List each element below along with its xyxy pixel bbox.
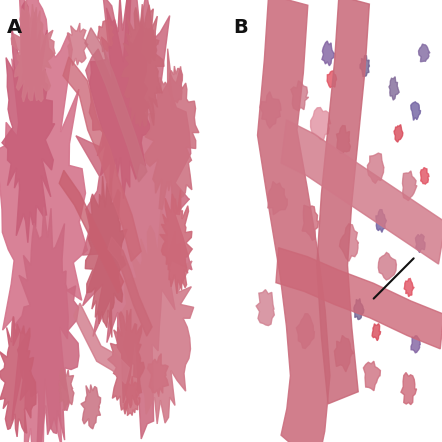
Polygon shape: [411, 102, 421, 120]
Polygon shape: [160, 190, 192, 294]
Polygon shape: [339, 224, 358, 261]
Polygon shape: [85, 28, 147, 182]
Polygon shape: [378, 252, 396, 280]
Polygon shape: [403, 171, 417, 201]
Polygon shape: [401, 373, 416, 404]
Text: B: B: [233, 18, 248, 37]
Polygon shape: [81, 385, 101, 429]
Polygon shape: [0, 316, 36, 437]
Polygon shape: [89, 0, 151, 199]
Polygon shape: [335, 335, 354, 372]
Polygon shape: [59, 170, 124, 293]
Polygon shape: [139, 28, 159, 64]
Polygon shape: [336, 126, 351, 153]
Polygon shape: [108, 237, 152, 336]
Polygon shape: [360, 55, 370, 76]
Polygon shape: [322, 41, 334, 66]
Polygon shape: [372, 324, 381, 341]
Polygon shape: [291, 81, 309, 111]
Polygon shape: [394, 125, 403, 142]
Polygon shape: [327, 71, 337, 88]
Polygon shape: [276, 248, 442, 349]
Polygon shape: [11, 0, 55, 102]
Polygon shape: [108, 309, 145, 414]
Polygon shape: [302, 205, 319, 240]
Polygon shape: [2, 2, 55, 243]
Text: A: A: [7, 18, 22, 37]
Polygon shape: [296, 314, 314, 349]
Polygon shape: [420, 168, 429, 184]
Polygon shape: [311, 107, 331, 140]
Polygon shape: [74, 303, 130, 384]
Polygon shape: [256, 290, 274, 326]
Polygon shape: [59, 368, 74, 411]
Polygon shape: [258, 0, 330, 442]
Polygon shape: [76, 0, 192, 439]
Polygon shape: [169, 66, 183, 109]
Polygon shape: [122, 4, 164, 126]
Polygon shape: [63, 57, 141, 261]
Polygon shape: [268, 182, 287, 215]
Polygon shape: [367, 153, 384, 183]
Polygon shape: [68, 23, 88, 65]
Polygon shape: [85, 176, 127, 337]
Polygon shape: [148, 354, 168, 397]
Polygon shape: [389, 77, 399, 100]
Polygon shape: [411, 336, 420, 353]
Polygon shape: [260, 91, 281, 128]
Polygon shape: [124, 376, 140, 415]
Polygon shape: [0, 0, 88, 442]
Polygon shape: [363, 361, 381, 391]
Polygon shape: [376, 210, 386, 232]
Polygon shape: [404, 278, 414, 297]
Polygon shape: [281, 120, 442, 264]
Polygon shape: [317, 0, 370, 404]
Polygon shape: [354, 299, 364, 320]
Polygon shape: [415, 234, 425, 253]
Polygon shape: [145, 49, 199, 215]
Polygon shape: [98, 19, 114, 52]
Polygon shape: [122, 207, 194, 424]
Polygon shape: [419, 44, 430, 62]
Polygon shape: [15, 207, 79, 442]
